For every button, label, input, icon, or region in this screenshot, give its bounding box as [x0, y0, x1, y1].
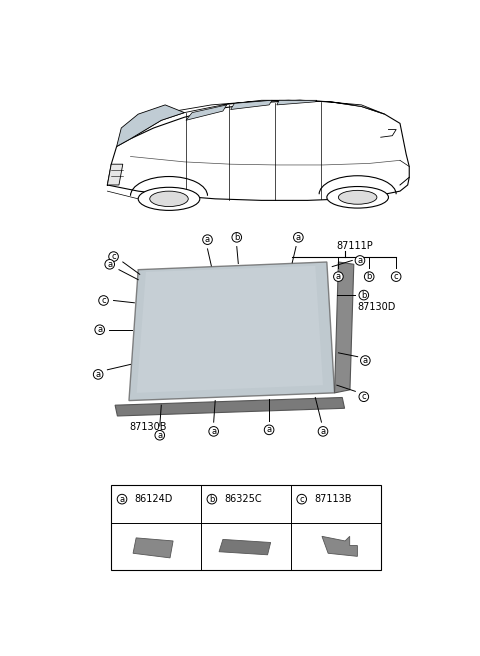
Circle shape: [117, 495, 127, 504]
Text: c: c: [300, 495, 304, 504]
Text: a: a: [296, 233, 301, 242]
Circle shape: [334, 272, 343, 281]
Circle shape: [318, 426, 328, 436]
Polygon shape: [335, 262, 354, 393]
Text: a: a: [211, 427, 216, 436]
Circle shape: [99, 296, 108, 305]
Text: a: a: [358, 256, 362, 265]
Text: 87130D: 87130D: [358, 302, 396, 312]
Circle shape: [359, 291, 369, 300]
Text: 86124D: 86124D: [134, 494, 173, 504]
Circle shape: [391, 272, 401, 281]
Polygon shape: [129, 262, 335, 401]
Circle shape: [232, 232, 241, 242]
Circle shape: [207, 495, 216, 504]
Circle shape: [203, 235, 212, 245]
Text: a: a: [336, 272, 341, 281]
Circle shape: [359, 392, 369, 401]
Circle shape: [209, 426, 218, 436]
Polygon shape: [115, 398, 345, 416]
Polygon shape: [108, 164, 123, 185]
Text: a: a: [120, 495, 125, 504]
Text: b: b: [209, 495, 215, 504]
Text: a: a: [107, 260, 112, 269]
FancyBboxPatch shape: [111, 485, 381, 570]
Circle shape: [297, 495, 307, 504]
Circle shape: [294, 232, 303, 242]
Polygon shape: [137, 266, 323, 393]
Text: 87130B: 87130B: [129, 422, 167, 432]
Text: b: b: [234, 233, 240, 242]
Circle shape: [105, 260, 115, 269]
Circle shape: [155, 430, 165, 440]
Text: a: a: [266, 425, 272, 434]
Text: c: c: [394, 272, 398, 281]
Polygon shape: [219, 539, 271, 555]
Text: c: c: [111, 252, 116, 261]
Polygon shape: [117, 105, 184, 146]
Ellipse shape: [150, 191, 188, 207]
Text: c: c: [101, 296, 106, 305]
Text: a: a: [96, 370, 101, 379]
Polygon shape: [133, 538, 173, 558]
Ellipse shape: [138, 188, 200, 211]
Ellipse shape: [338, 190, 377, 204]
Ellipse shape: [327, 186, 388, 208]
Polygon shape: [186, 105, 227, 120]
Circle shape: [93, 369, 103, 379]
Text: a: a: [157, 431, 162, 440]
Text: a: a: [363, 356, 368, 365]
Polygon shape: [230, 100, 272, 110]
Circle shape: [355, 256, 365, 265]
Circle shape: [109, 252, 119, 261]
Text: a: a: [205, 235, 210, 244]
Circle shape: [364, 272, 374, 281]
Polygon shape: [131, 100, 384, 139]
Circle shape: [95, 325, 105, 335]
Text: 86325C: 86325C: [224, 494, 262, 504]
Polygon shape: [322, 537, 358, 556]
Text: c: c: [361, 392, 366, 401]
Text: a: a: [97, 325, 102, 335]
Circle shape: [264, 425, 274, 435]
Circle shape: [360, 356, 370, 365]
Text: 87111P: 87111P: [337, 241, 373, 251]
Text: 87113B: 87113B: [314, 494, 351, 504]
Polygon shape: [277, 100, 317, 105]
Text: b: b: [361, 291, 367, 300]
Text: a: a: [321, 427, 325, 436]
Text: b: b: [367, 272, 372, 281]
